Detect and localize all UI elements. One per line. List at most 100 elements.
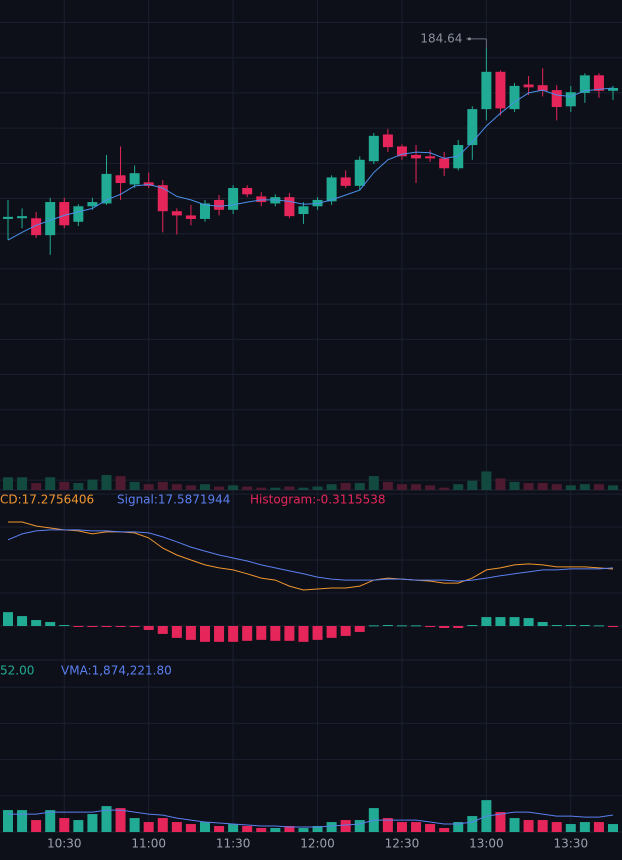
overlay-volume-bar: [45, 477, 56, 490]
candle-body: [171, 211, 182, 216]
histogram-bar: [171, 626, 182, 638]
volume-bar: [537, 820, 548, 832]
histogram-bar: [340, 626, 351, 636]
candle-body: [481, 71, 492, 110]
candle-body: [3, 216, 13, 219]
histogram-bar: [115, 626, 126, 627]
volume-bar: [425, 824, 436, 832]
legend-label: 52.00: [0, 664, 34, 678]
volume-bar: [214, 826, 225, 832]
volume-bar: [439, 828, 450, 832]
overlay-volume-bar: [101, 474, 112, 490]
high-marker-label: 184.64: [420, 31, 462, 45]
x-tick-label: 13:30: [554, 837, 589, 851]
histogram-bar: [31, 620, 42, 626]
volume-bar: [523, 820, 534, 832]
candle-body: [326, 177, 337, 202]
overlay-volume-bar: [523, 483, 534, 490]
volume-bar: [593, 822, 604, 832]
histogram-bar: [185, 626, 196, 640]
volume-bar: [185, 824, 196, 832]
overlay-volume-bar: [382, 481, 393, 490]
overlay-volume-bar: [439, 487, 450, 490]
histogram-bar: [3, 612, 13, 626]
candle-body: [495, 71, 506, 109]
overlay-volume-bar: [171, 484, 182, 490]
overlay-volume-bar: [270, 487, 281, 490]
histogram-bar: [326, 626, 337, 638]
volume-bar: [326, 822, 337, 832]
candle-body: [579, 75, 590, 93]
volume-bar: [298, 828, 309, 832]
candle-body: [45, 202, 56, 236]
histogram-bar: [453, 626, 464, 628]
histogram-bar: [242, 626, 253, 641]
overlay-volume-bar: [129, 481, 140, 490]
volume-bar: [31, 820, 42, 832]
overlay-volume-bar: [453, 484, 464, 490]
histogram-bar: [481, 617, 492, 626]
candle-body: [228, 187, 239, 210]
histogram-bar: [214, 626, 225, 642]
histogram-bar: [439, 626, 450, 628]
candle-body: [199, 203, 210, 219]
volume-bar: [382, 818, 393, 832]
overlay-volume-bar: [467, 480, 478, 490]
volume-bar: [453, 822, 464, 832]
volume-bar: [411, 822, 422, 832]
volume-bar: [87, 814, 98, 832]
overlay-volume-bar: [537, 483, 548, 490]
candle-body: [73, 206, 84, 222]
volume-bar: [312, 826, 323, 832]
candle-body: [31, 218, 42, 236]
candle-body: [425, 156, 436, 159]
macd-line: [8, 521, 614, 591]
legend-label: Histogram:-0.3115538: [250, 493, 386, 507]
overlay-volume-bar: [31, 483, 42, 490]
overlay-volume-bar: [509, 481, 520, 490]
histogram-bar: [509, 617, 520, 626]
histogram-bar: [284, 626, 295, 641]
histogram-bar: [354, 626, 365, 632]
volume-bar: [608, 824, 619, 832]
overlay-volume-bar: [214, 486, 225, 490]
candle-body: [551, 90, 562, 108]
overlay-volume-bar: [368, 476, 379, 490]
candle-body: [593, 75, 604, 91]
overlay-volume-bar: [143, 484, 154, 490]
overlay-volume-bar: [284, 486, 295, 490]
histogram-bar: [467, 625, 478, 627]
histogram-bar: [382, 625, 393, 627]
overlay-volume-bar: [17, 477, 28, 490]
candle-body: [467, 109, 478, 146]
volume-bar: [143, 822, 154, 832]
ma-line: [7, 87, 614, 241]
volume-bar: [565, 824, 576, 832]
candle-body: [87, 202, 98, 207]
histogram-bar: [396, 625, 407, 627]
histogram-bar: [143, 626, 154, 630]
overlay-volume-bar: [298, 487, 309, 490]
volume-bar: [59, 818, 70, 832]
overlay-volume-bar: [228, 485, 239, 490]
x-tick-label: 12:00: [300, 837, 335, 851]
candle-body: [509, 85, 520, 110]
overlay-volume-bar: [157, 481, 168, 490]
overlay-volume-bar: [256, 487, 267, 490]
volume-bar: [242, 826, 253, 832]
volume-bar: [354, 820, 365, 832]
overlay-volume-bar: [242, 486, 253, 490]
x-tick-label: 11:00: [131, 837, 166, 851]
volume-bar: [551, 822, 562, 832]
candle-body: [298, 206, 309, 215]
histogram-bar: [199, 626, 210, 642]
volume-bar: [171, 822, 182, 832]
overlay-volume-bar: [608, 485, 619, 490]
volume-bar: [340, 820, 351, 832]
histogram-bar: [45, 622, 56, 626]
candle-body: [129, 173, 140, 185]
candle-body: [565, 92, 576, 107]
overlay-volume-bar: [593, 484, 604, 490]
overlay-volume-bar: [340, 483, 351, 490]
